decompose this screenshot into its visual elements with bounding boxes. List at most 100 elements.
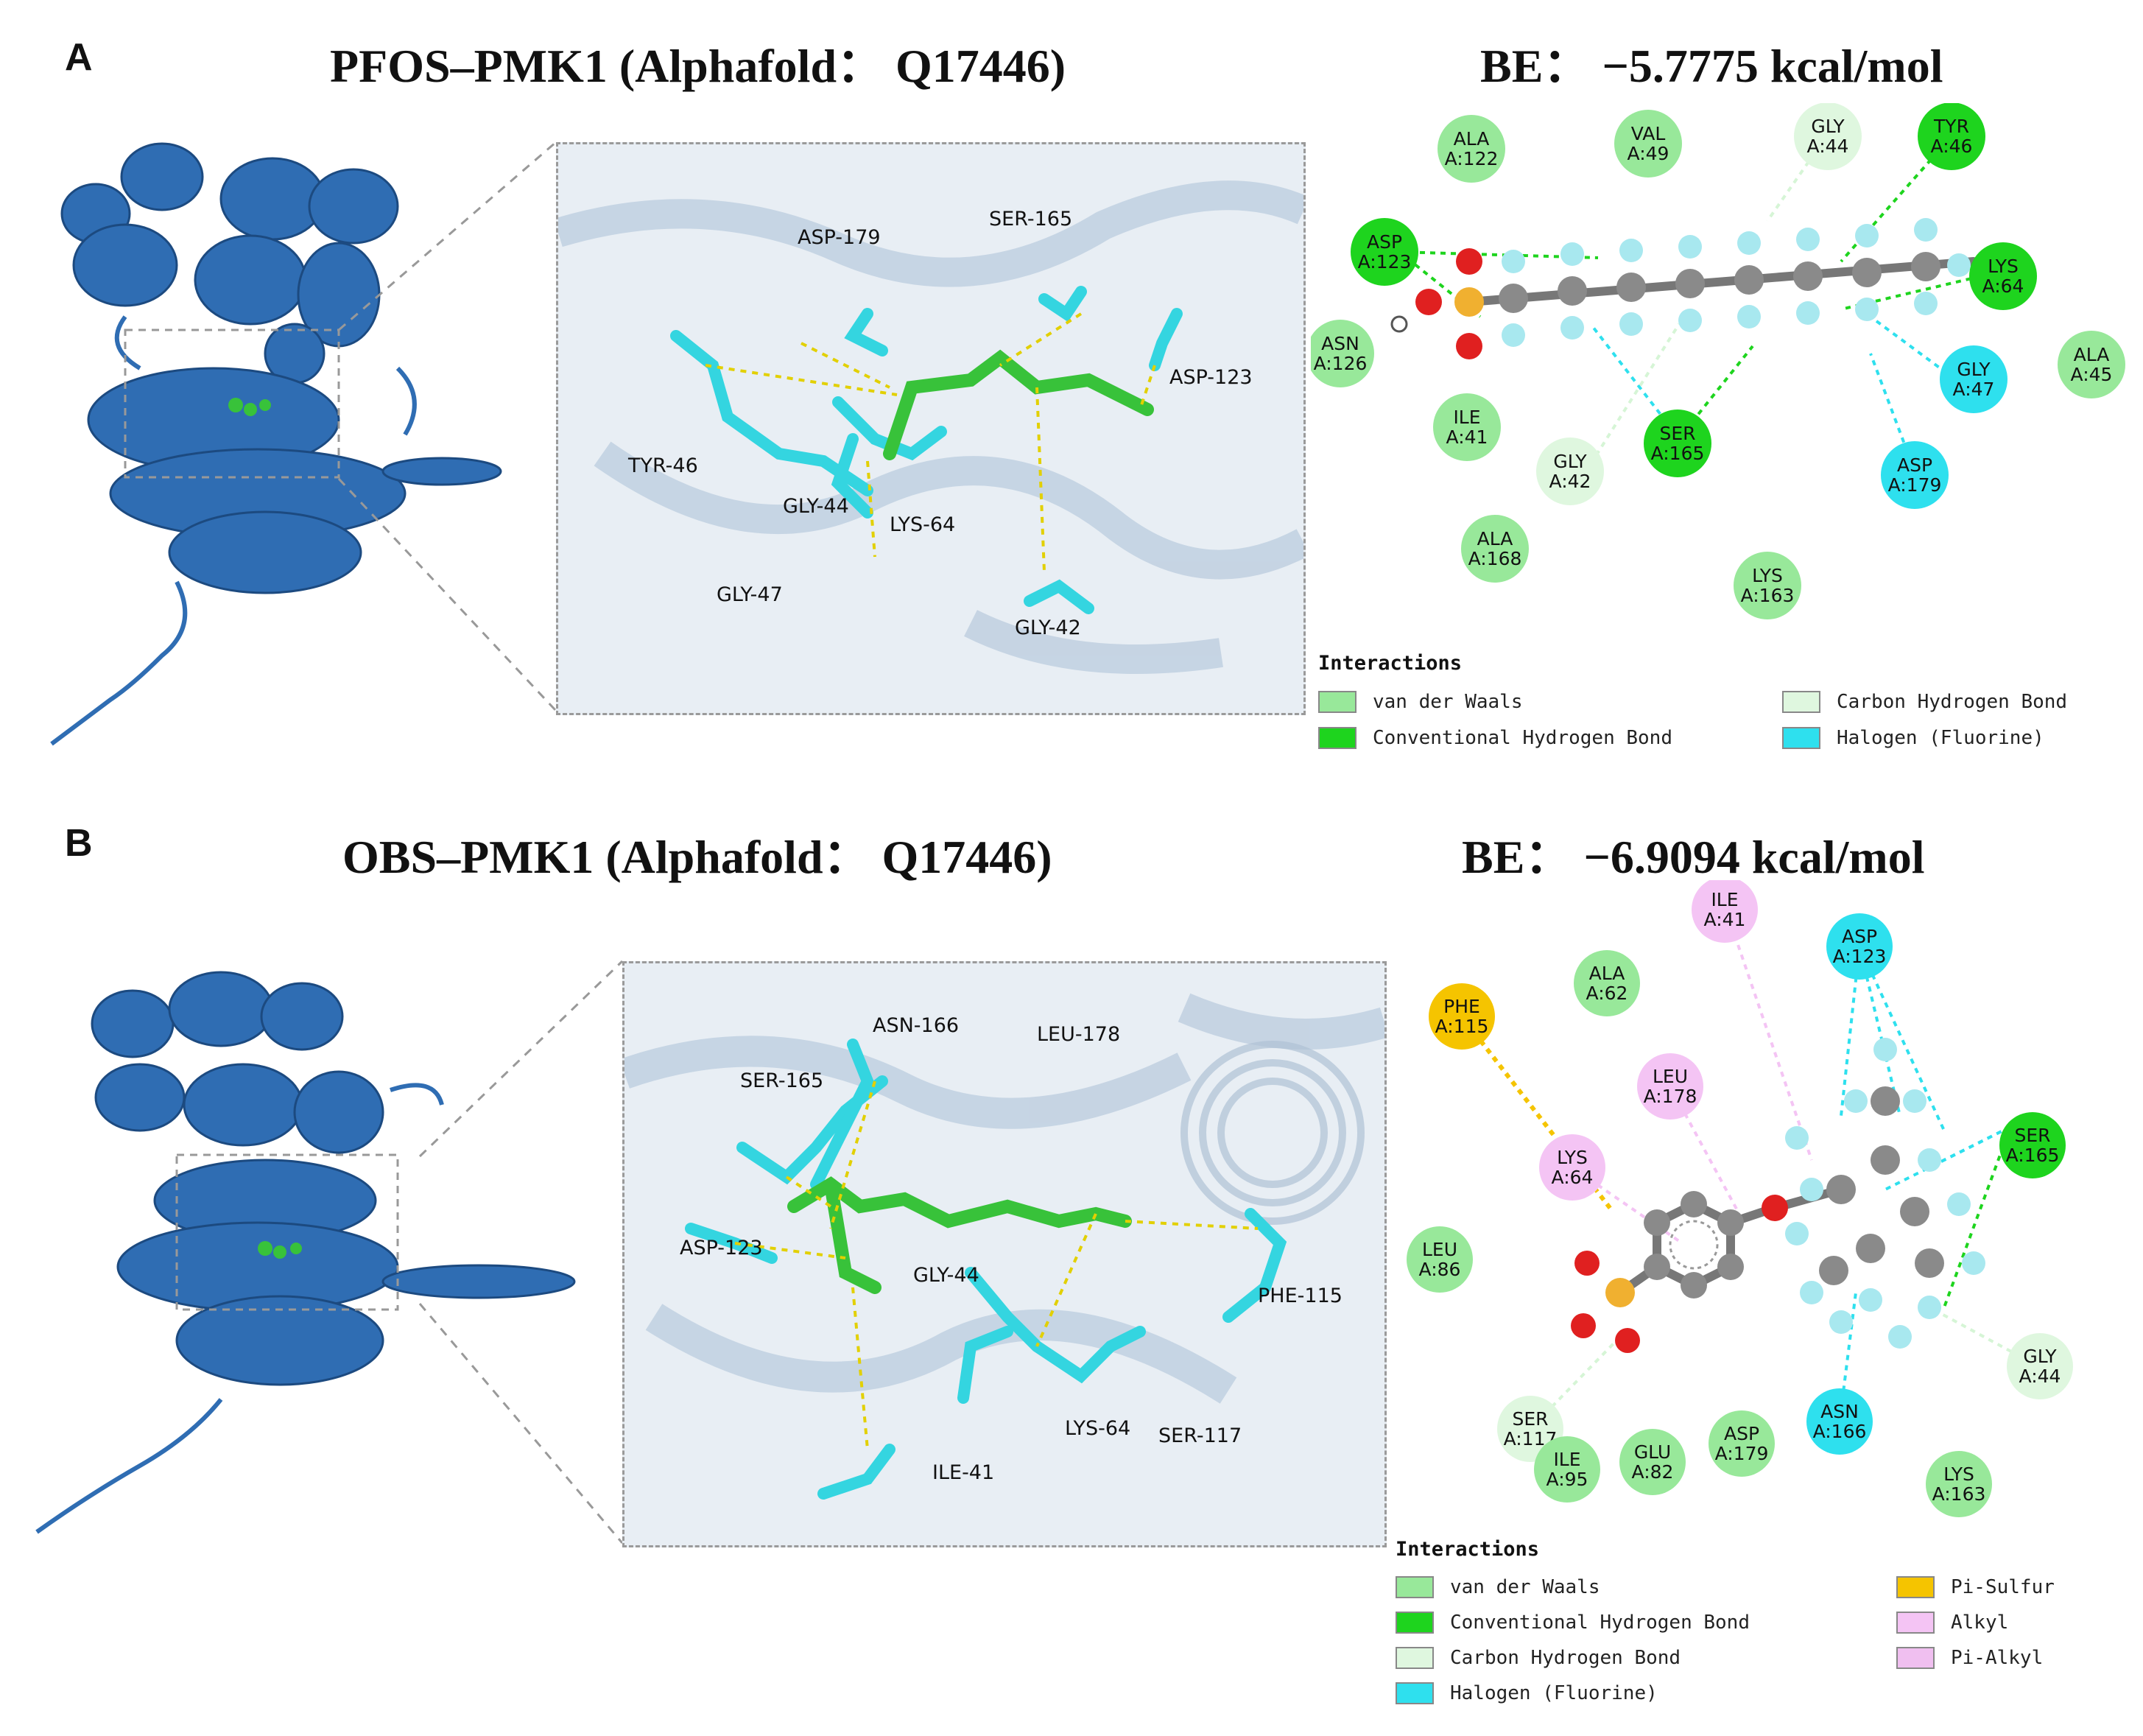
svg-text:A:179: A:179 [1715, 1443, 1769, 1464]
svg-text:SER: SER [1659, 423, 1695, 444]
zoom-a-label-6: LYS-64 [890, 513, 955, 536]
svg-text:ASN: ASN [1820, 1401, 1859, 1422]
panel-a-legend-carbon-hbond: Carbon Hydrogen Bond [1782, 691, 2067, 713]
svg-text:A:95: A:95 [1546, 1469, 1588, 1490]
svg-text:LYS: LYS [1557, 1147, 1588, 1168]
svg-text:A:44: A:44 [1807, 136, 1849, 157]
zoom-b-label-7: LYS-64 [1065, 1417, 1130, 1440]
svg-text:LEU: LEU [1653, 1066, 1688, 1087]
zoom-a-label-4: TYR-46 [627, 454, 698, 477]
svg-text:ALA: ALA [1454, 128, 1490, 150]
svg-text:A:82: A:82 [1632, 1461, 1674, 1483]
svg-text:PHE: PHE [1443, 996, 1480, 1017]
panel-b-binding-site-zoom: ASN-166 LEU-178 SER-165 ASP-123 GLY-44 P… [622, 961, 1387, 1547]
panel-b-legend-conv-hbond: Conventional Hydrogen Bond [1396, 1612, 1750, 1634]
zoom-a-label-7: GLY-47 [717, 583, 783, 606]
legend-swatch [1896, 1647, 1935, 1669]
svg-text:A:44: A:44 [2019, 1366, 2061, 1387]
svg-text:A:115: A:115 [1435, 1016, 1489, 1037]
zoom-b-label-8: SER-117 [1158, 1424, 1242, 1447]
legend-swatch [1396, 1682, 1434, 1704]
svg-text:A:46: A:46 [1931, 136, 1973, 157]
svg-text:A:165: A:165 [1651, 443, 1705, 464]
svg-text:A:166: A:166 [1813, 1421, 1867, 1442]
panel-b-legend-carbon-hbond: Carbon Hydrogen Bond [1396, 1647, 1681, 1669]
zoom-b-label-1: ASN-166 [873, 1014, 959, 1037]
svg-text:A:126: A:126 [1314, 353, 1368, 374]
svg-text:A:47: A:47 [1953, 379, 1995, 400]
panel-b-protein-structure [35, 971, 576, 1534]
legend-swatch [1396, 1647, 1434, 1669]
svg-text:GLU: GLU [1634, 1441, 1671, 1463]
svg-text:ASN: ASN [1321, 333, 1359, 354]
panel-b-legend-pi-sulfur: Pi-Sulfur [1896, 1576, 2055, 1598]
svg-text:GLY: GLY [1553, 451, 1587, 472]
panel-b-legend-alkyl: Alkyl [1896, 1612, 2008, 1634]
legend-swatch [1896, 1612, 1935, 1634]
zoom-a-label-2: SER-165 [989, 208, 1072, 231]
zoom-a-label-8: GLY-42 [1015, 616, 1081, 639]
zoom-b-label-3: SER-165 [740, 1069, 823, 1092]
svg-text:A:49: A:49 [1628, 143, 1669, 164]
panel-a-legend-vdw: van der Waals [1318, 691, 1523, 713]
panel-b-legend-title: Interactions [1396, 1538, 1540, 1561]
svg-text:LYS: LYS [1943, 1463, 1974, 1485]
panel-b-legend-halogen: Halogen (Fluorine) [1396, 1682, 1658, 1704]
panel-a-title: PFOS–PMK1 (Alphafold： Q17446) [330, 40, 1066, 92]
legend-swatch [1782, 691, 1820, 713]
panel-a-legend-title: Interactions [1318, 652, 1463, 675]
panel-b-title: OBS–PMK1 (Alphafold： Q17446) [342, 831, 1052, 883]
panel-b-binding-energy: BE： −6.9094 kcal/mol [1462, 831, 1925, 883]
panel-a-binding-energy: BE： −5.7775 kcal/mol [1480, 40, 1943, 92]
svg-text:GLY: GLY [1811, 116, 1845, 137]
svg-text:A:163: A:163 [1932, 1483, 1986, 1505]
svg-text:ASP: ASP [1897, 454, 1932, 476]
svg-text:ASP: ASP [1724, 1423, 1759, 1444]
svg-text:A:178: A:178 [1644, 1086, 1697, 1107]
svg-text:A:42: A:42 [1549, 471, 1591, 492]
svg-text:ILE: ILE [1711, 889, 1738, 910]
svg-text:TYR: TYR [1933, 116, 1969, 137]
legend-swatch [1396, 1576, 1434, 1598]
svg-text:ALA: ALA [1477, 528, 1513, 549]
panel-b-letter: B [65, 822, 93, 865]
svg-text:A:64: A:64 [1552, 1167, 1594, 1188]
svg-text:ASP: ASP [1367, 231, 1402, 253]
svg-text:LEU: LEU [1422, 1239, 1457, 1260]
panel-a-protein-structure [50, 142, 502, 746]
svg-text:GLY: GLY [2023, 1346, 2057, 1367]
legend-swatch [1318, 727, 1356, 749]
panel-a-letter: A [65, 36, 93, 79]
svg-text:A:179: A:179 [1888, 474, 1942, 496]
svg-text:A:168: A:168 [1468, 548, 1522, 569]
svg-text:VAL: VAL [1631, 123, 1666, 144]
panel-a-binding-site-zoom: ASP-179 SER-165 ASP-123 TYR-46 GLY-44 LY… [556, 142, 1306, 715]
panel-a-legend-conv-hbond: Conventional Hydrogen Bond [1318, 727, 1672, 749]
zoom-b-label-4: ASP-123 [680, 1237, 763, 1259]
svg-text:A:64: A:64 [1982, 275, 2024, 297]
